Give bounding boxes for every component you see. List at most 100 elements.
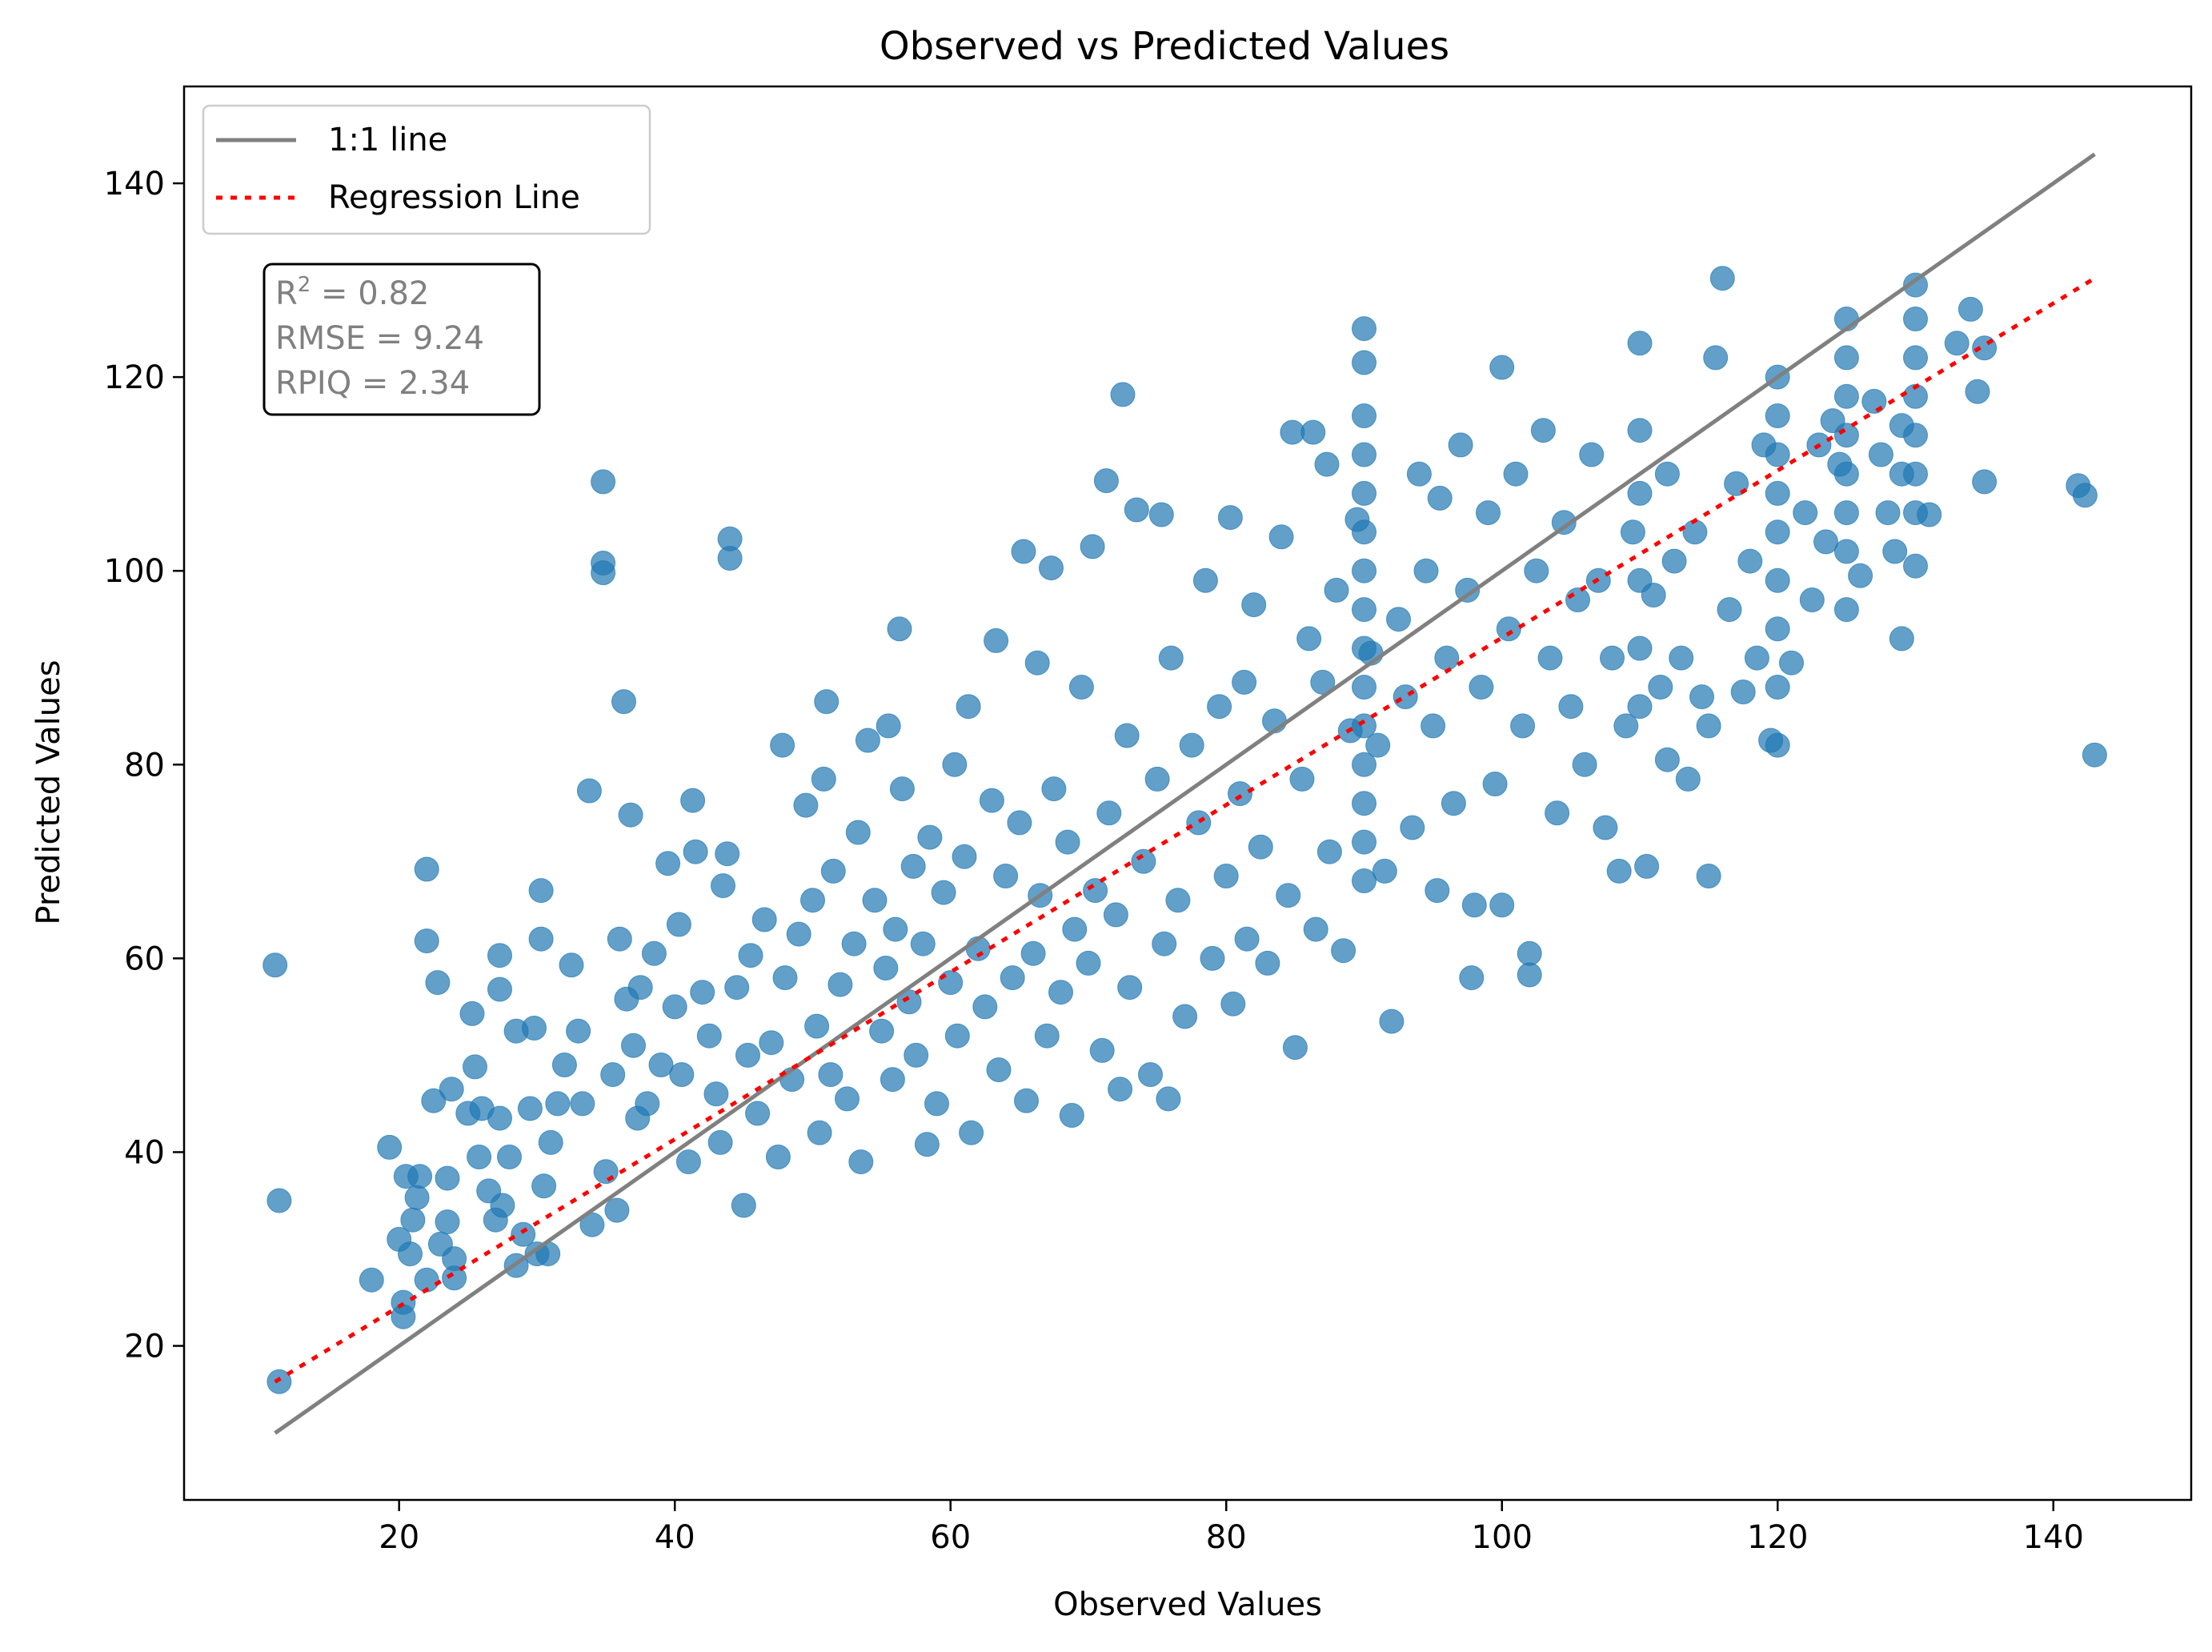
data-point: [490, 1193, 515, 1218]
x-tick-label: 120: [1747, 1519, 1808, 1556]
data-point: [1675, 766, 1701, 792]
data-point: [811, 766, 836, 792]
data-point: [1108, 1077, 1133, 1102]
data-point: [717, 546, 743, 571]
data-point: [627, 975, 653, 1000]
data-point: [1296, 626, 1322, 652]
data-point: [1352, 868, 1376, 893]
data-point: [459, 1000, 485, 1026]
data-point: [1138, 1062, 1163, 1088]
data-point: [1903, 307, 1928, 331]
data-point: [1352, 675, 1376, 700]
data-point: [862, 888, 888, 913]
data-point: [1352, 752, 1376, 777]
r2-text: R2 = 0.82: [275, 273, 429, 312]
data-point: [579, 1212, 605, 1237]
data-point: [896, 989, 922, 1015]
data-point: [1903, 272, 1928, 298]
data-point: [1489, 355, 1515, 380]
data-point: [807, 1120, 832, 1145]
data-point: [1696, 864, 1721, 888]
data-point: [1517, 940, 1542, 966]
data-point: [1268, 524, 1294, 550]
data-point: [1158, 645, 1184, 671]
data-point: [1510, 713, 1536, 739]
data-point: [414, 928, 439, 954]
data-point: [715, 841, 740, 867]
data-point: [1944, 331, 1970, 356]
data-point: [1386, 607, 1411, 632]
data-point: [439, 1077, 464, 1102]
data-point: [262, 952, 288, 978]
data-point: [1833, 597, 1859, 623]
data-point: [1737, 548, 1763, 574]
regression-line: [274, 276, 2096, 1384]
data-point: [1041, 776, 1067, 802]
data-point: [1833, 500, 1859, 526]
plot-area-frame: [182, 85, 2193, 1502]
data-point: [1089, 1037, 1115, 1063]
data-point: [804, 1013, 830, 1039]
data-point: [1372, 858, 1397, 884]
data-point: [266, 1369, 292, 1394]
data-point: [1972, 469, 1998, 495]
data-point: [735, 1042, 760, 1068]
data-point: [1186, 810, 1212, 836]
data-point: [765, 1145, 791, 1169]
data-point: [1228, 781, 1252, 807]
data-point: [952, 844, 977, 869]
data-point: [1039, 555, 1064, 581]
data-point: [2082, 742, 2107, 768]
data-point: [1765, 442, 1790, 467]
y-tick-label: 20: [124, 1329, 165, 1365]
data-point: [1413, 558, 1439, 583]
data-point: [1034, 1023, 1060, 1049]
data-point: [435, 1165, 460, 1191]
data-point: [680, 788, 706, 813]
data-point: [497, 1145, 522, 1169]
data-point: [1352, 350, 1376, 375]
data-point: [1565, 587, 1590, 612]
data-point: [1289, 766, 1315, 792]
data-point: [1489, 892, 1515, 918]
data-point: [835, 1086, 860, 1112]
data-point: [1833, 345, 1859, 371]
data-point: [404, 1185, 430, 1210]
y-tick-label: 60: [124, 940, 165, 977]
data-point: [607, 926, 632, 952]
legend-label-one-to-one: 1:1 line: [328, 122, 447, 158]
data-point: [1793, 500, 1818, 526]
data-point: [511, 1221, 536, 1247]
data-point: [1400, 815, 1425, 840]
data-point: [1024, 650, 1050, 676]
x-tick-label: 100: [1472, 1519, 1533, 1556]
data-point: [814, 689, 840, 715]
data-point: [391, 1289, 416, 1315]
data-point: [1476, 500, 1501, 526]
x-tick-label: 40: [655, 1519, 695, 1556]
data-point: [1365, 732, 1391, 758]
data-point: [1627, 331, 1653, 356]
data-point: [570, 1091, 595, 1117]
data-point: [1232, 669, 1257, 695]
data-point: [986, 1057, 1012, 1083]
data-point: [1352, 403, 1376, 428]
data-point: [1434, 645, 1460, 671]
data-point: [1276, 883, 1301, 908]
lines-layer: [274, 152, 2096, 1435]
data-point: [359, 1267, 384, 1293]
data-point: [611, 689, 636, 715]
data-point: [618, 802, 643, 828]
data-point: [1765, 480, 1790, 506]
data-point: [1393, 684, 1418, 710]
points-layer: [262, 266, 2107, 1394]
data-point: [522, 1016, 547, 1041]
data-point: [1517, 962, 1542, 988]
data-point: [1352, 829, 1376, 855]
data-point: [463, 1054, 487, 1080]
data-point: [531, 1173, 557, 1199]
data-point: [1682, 519, 1708, 545]
data-point: [1255, 950, 1280, 976]
